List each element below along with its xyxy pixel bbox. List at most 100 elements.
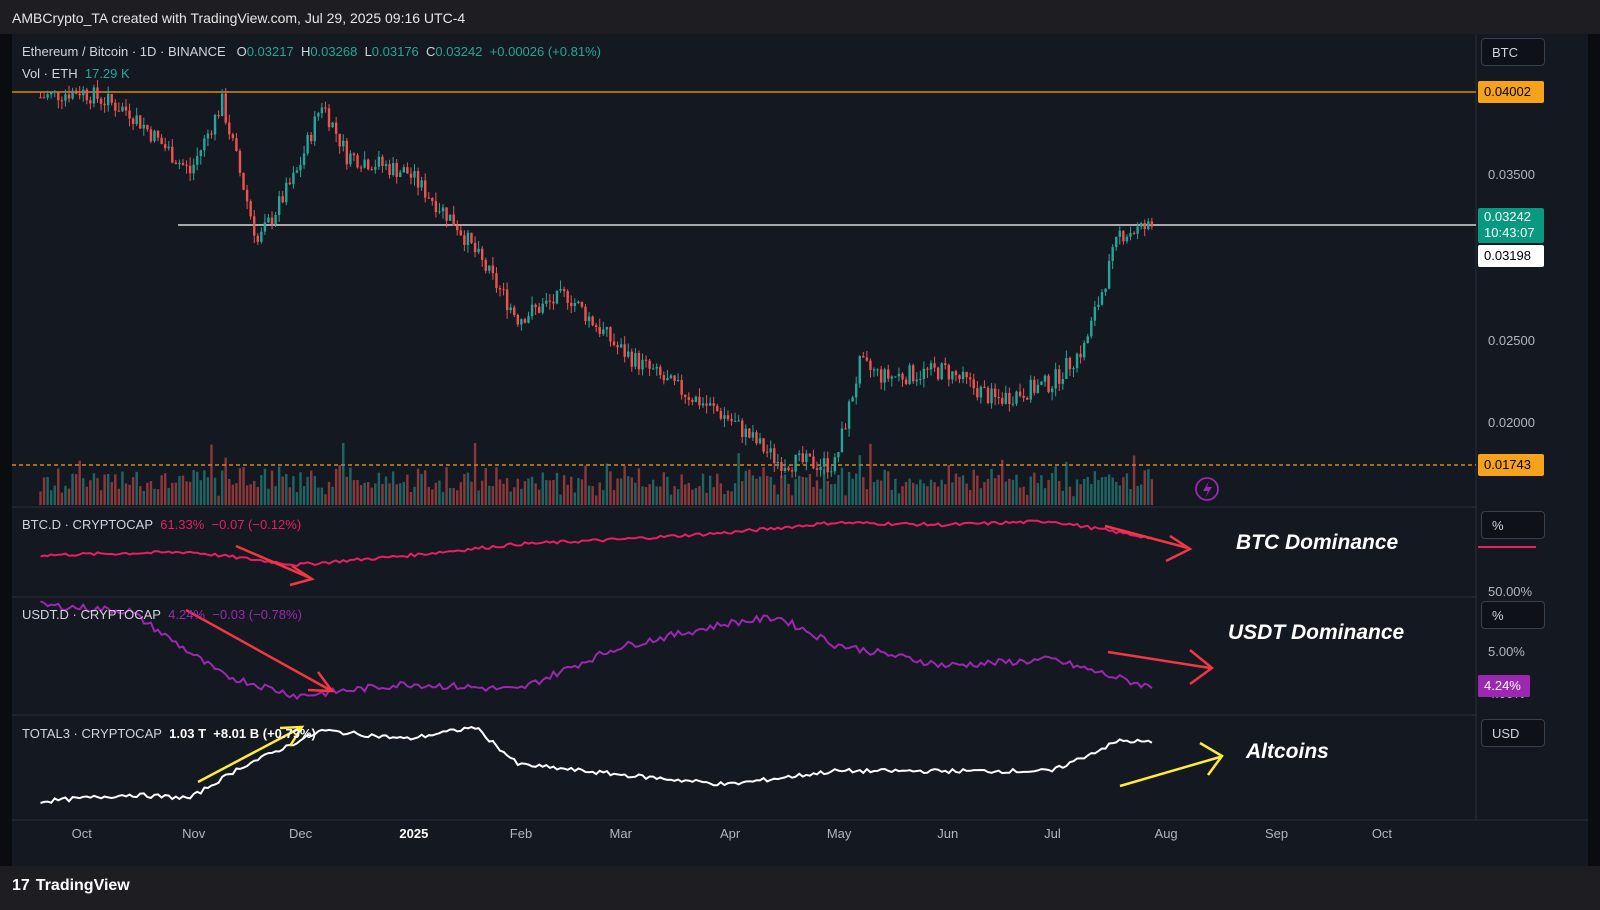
volume-bar — [762, 467, 765, 505]
total3-unit-button[interactable]: USD — [1481, 719, 1545, 747]
usdt-change: −0.03 (−0.78%) — [212, 607, 302, 622]
volume-bar — [263, 468, 267, 505]
time-tick-1: Nov — [182, 826, 206, 841]
volume-bar — [712, 487, 715, 505]
candle-body — [716, 405, 719, 411]
candle-body — [199, 150, 202, 157]
candle-body — [85, 89, 89, 101]
candle-body — [833, 457, 837, 472]
volume-bar — [616, 478, 619, 505]
main-legend[interactable]: Ethereum / Bitcoin · 1D · BINANCE O0.032… — [22, 44, 601, 59]
candle-body — [1001, 397, 1004, 404]
volume-bar — [117, 488, 121, 505]
volume-bar — [872, 482, 876, 505]
candle-body — [431, 197, 434, 202]
volume-bar — [627, 476, 630, 505]
volume-bar — [277, 466, 281, 505]
volume-bar — [648, 484, 651, 505]
volume-bar — [313, 476, 316, 505]
candle-body — [470, 232, 473, 243]
volume-bar — [171, 482, 174, 505]
candle-body — [901, 373, 904, 380]
candle-body — [1122, 230, 1125, 242]
volume-bar — [623, 465, 626, 505]
candle-body — [968, 377, 972, 380]
total3-legend[interactable]: TOTAL3 · CRYPTOCAP 1.03 T +8.01 B (+0.79… — [22, 726, 316, 741]
candle-body — [1065, 357, 1068, 380]
volume-bar — [153, 488, 156, 505]
candle-body — [53, 91, 56, 93]
tradingview-logo[interactable]: 17 TradingView — [12, 877, 130, 895]
candle-body — [74, 90, 78, 94]
btcd-unit-button[interactable]: % — [1481, 511, 1545, 539]
candle-body — [983, 386, 986, 388]
change-value: +0.00026 (+0.81%) — [489, 44, 601, 59]
time-tick-8: Jun — [937, 826, 959, 841]
volume-bar — [570, 476, 573, 505]
currency-button[interactable]: BTC — [1481, 38, 1545, 66]
candle-body — [445, 207, 448, 221]
candle-body — [253, 216, 256, 236]
volume-bar — [944, 484, 947, 505]
volume-legend[interactable]: Vol · ETH 17.29 K — [22, 66, 130, 81]
usdt-unit-button[interactable]: % — [1481, 601, 1545, 629]
volume-bar — [281, 476, 284, 505]
volume-bar — [106, 474, 110, 505]
volume-bar — [381, 483, 384, 505]
volume-bar — [220, 470, 224, 505]
candle-body — [345, 140, 349, 165]
candle-body — [71, 90, 74, 99]
btcd-legend[interactable]: BTC.D · CRYPTOCAP 61.33% −0.07 (−0.12%) — [22, 517, 301, 532]
btcd-series-line — [40, 519, 1153, 568]
volume-bar — [356, 480, 359, 505]
volume-bar — [911, 482, 915, 505]
volume-bar — [730, 491, 733, 505]
volume-bar — [196, 471, 199, 505]
volume-bar — [338, 465, 341, 505]
candle-body — [958, 375, 961, 380]
usdt-price-tag: 4.24% — [1478, 675, 1530, 697]
time-tick-4: Feb — [509, 826, 533, 841]
usdt-legend[interactable]: USDT.D · CRYPTOCAP 4.24% −0.03 (−0.78%) — [22, 607, 302, 622]
candle-body — [516, 314, 520, 325]
candle-body — [331, 122, 334, 128]
candle-body — [644, 359, 648, 361]
candle-body — [459, 230, 463, 236]
volume-bar — [1104, 476, 1107, 505]
candle-body — [840, 428, 844, 453]
candle-body — [594, 325, 598, 327]
btcd-value: 61.33% — [160, 517, 205, 532]
volume-bar — [676, 489, 680, 505]
lightning-icon[interactable] — [1195, 477, 1219, 501]
volume-bar — [776, 494, 780, 505]
price-tick-2: 0.02500 — [1488, 333, 1535, 348]
volume-bar — [413, 486, 416, 505]
candle-body — [213, 114, 217, 135]
candle-body — [57, 91, 60, 101]
volume-bar — [705, 492, 708, 505]
candle-body — [235, 138, 238, 151]
time-tick-10: Aug — [1154, 826, 1178, 841]
volume-bar — [249, 484, 252, 505]
candle-body — [324, 107, 327, 109]
candle-body — [1136, 226, 1139, 234]
candle-body — [1104, 288, 1107, 293]
time-tick-12: Oct — [1371, 826, 1393, 841]
volume-bar — [477, 490, 480, 505]
volume-bar — [634, 482, 637, 505]
volume-bar — [983, 482, 986, 505]
candle-body — [391, 162, 395, 175]
last-price: 0.03242 — [1484, 209, 1531, 224]
volume-bar — [887, 471, 890, 505]
volume-bar — [110, 482, 113, 505]
candle-body — [356, 155, 359, 168]
volume-bar — [1018, 487, 1022, 505]
candle-body — [1100, 292, 1104, 305]
candle-body — [612, 341, 616, 346]
volume-bar — [844, 495, 847, 505]
volume-bar — [92, 473, 96, 505]
candle-body — [416, 171, 420, 188]
candle-body — [605, 327, 609, 330]
volume-bar — [60, 492, 64, 505]
